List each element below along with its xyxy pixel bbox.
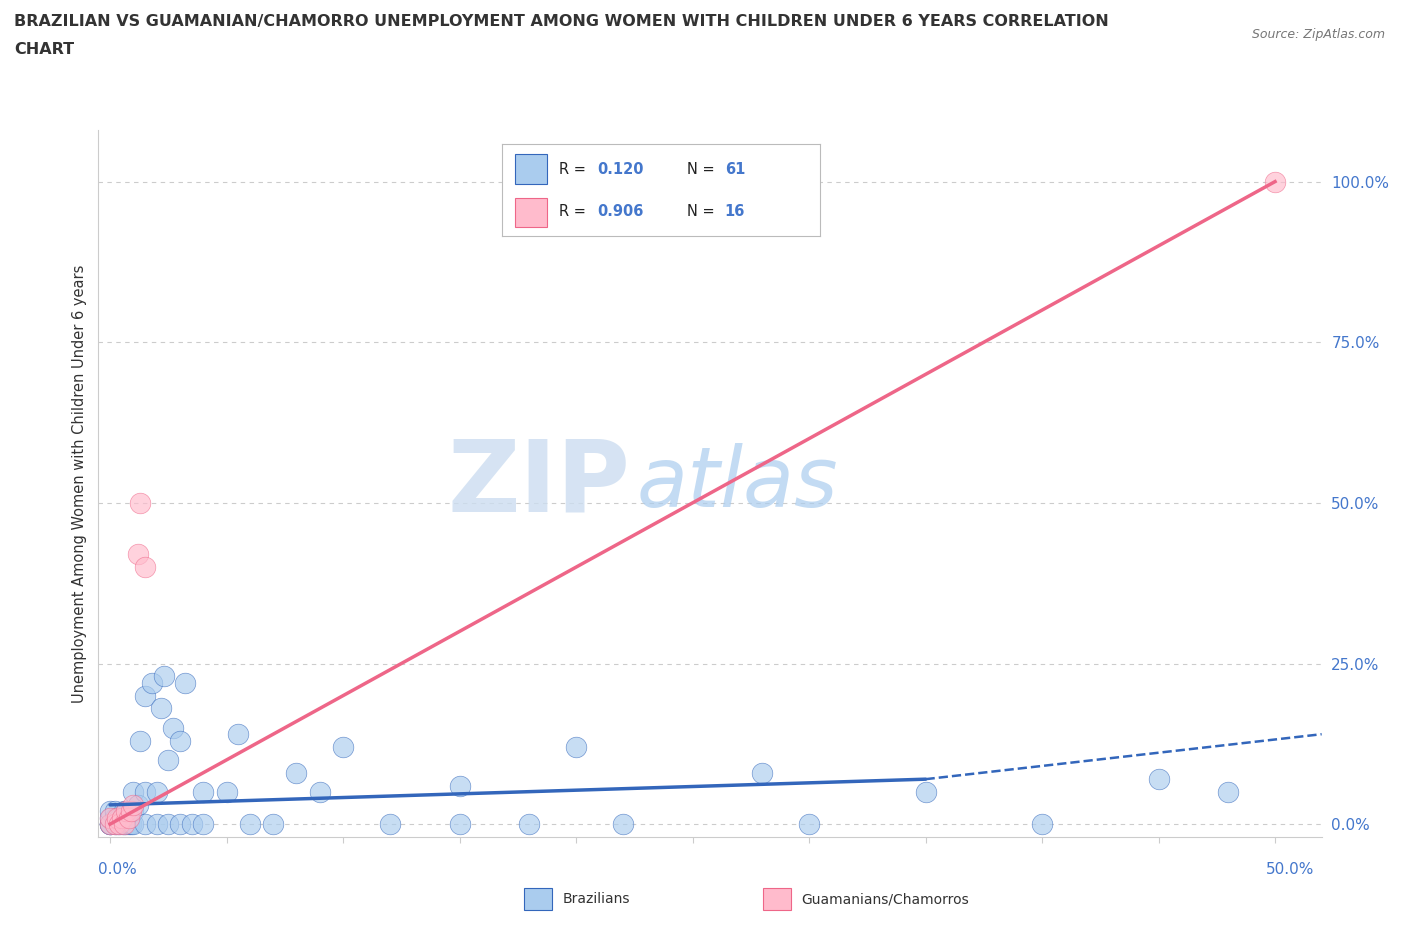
FancyBboxPatch shape: [762, 888, 792, 910]
Point: [108, 817, 131, 831]
Point: [145, 785, 167, 800]
Point: [98, 817, 121, 831]
Point: [112, 804, 135, 818]
Point: [239, 817, 262, 831]
Point: [115, 817, 138, 831]
Point: [129, 496, 152, 511]
Point: [98, 810, 121, 825]
Point: [108, 817, 131, 831]
Point: [134, 688, 156, 703]
Text: ZIP: ZIP: [447, 435, 630, 532]
Text: Guamanians/Chamorros: Guamanians/Chamorros: [801, 892, 969, 907]
Point: [914, 785, 936, 800]
Point: [98, 817, 121, 831]
Point: [118, 810, 141, 825]
Point: [262, 817, 284, 831]
FancyBboxPatch shape: [524, 888, 551, 910]
Point: [105, 810, 128, 825]
Point: [173, 675, 195, 690]
Point: [162, 721, 184, 736]
Point: [150, 701, 173, 716]
Point: [104, 817, 127, 831]
Point: [169, 817, 191, 831]
Point: [308, 785, 330, 800]
Point: [226, 726, 249, 741]
Point: [122, 785, 145, 800]
Point: [134, 560, 156, 575]
Point: [215, 785, 238, 800]
Point: [108, 810, 131, 825]
Text: Brazilians: Brazilians: [562, 892, 630, 907]
Point: [115, 804, 138, 818]
Point: [193, 785, 215, 800]
Point: [127, 547, 149, 562]
Point: [112, 817, 135, 831]
Point: [449, 778, 471, 793]
Point: [115, 804, 138, 818]
Point: [1218, 785, 1240, 800]
Point: [193, 817, 215, 831]
Text: CHART: CHART: [14, 42, 75, 57]
Point: [152, 669, 174, 684]
Point: [118, 817, 141, 831]
Point: [285, 765, 308, 780]
Text: 0.0%: 0.0%: [98, 862, 138, 877]
Point: [157, 752, 180, 767]
Point: [519, 817, 541, 831]
Point: [98, 817, 121, 831]
Point: [565, 739, 588, 754]
Point: [98, 817, 121, 831]
Point: [122, 804, 145, 818]
Point: [122, 797, 145, 812]
Point: [180, 817, 202, 831]
Point: [1031, 817, 1053, 831]
Point: [332, 739, 354, 754]
Point: [104, 810, 127, 825]
Point: [112, 817, 135, 831]
Point: [98, 810, 121, 825]
Point: [120, 817, 142, 831]
Point: [157, 817, 180, 831]
Point: [378, 817, 401, 831]
Point: [122, 817, 145, 831]
Point: [104, 804, 127, 818]
Point: [797, 817, 820, 831]
Text: BRAZILIAN VS GUAMANIAN/CHAMORRO UNEMPLOYMENT AMONG WOMEN WITH CHILDREN UNDER 6 Y: BRAZILIAN VS GUAMANIAN/CHAMORRO UNEMPLOY…: [14, 14, 1109, 29]
Point: [134, 817, 156, 831]
Point: [111, 810, 134, 825]
Point: [1264, 174, 1286, 189]
Point: [169, 733, 191, 748]
Text: atlas: atlas: [637, 443, 838, 525]
Point: [105, 817, 128, 831]
Point: [145, 817, 167, 831]
Point: [612, 817, 634, 831]
Point: [449, 817, 471, 831]
Point: [104, 817, 127, 831]
Y-axis label: Unemployment Among Women with Children Under 6 years: Unemployment Among Women with Children U…: [72, 264, 87, 703]
Point: [129, 733, 152, 748]
Point: [141, 675, 163, 690]
Point: [134, 785, 156, 800]
Point: [751, 765, 773, 780]
Point: [118, 810, 141, 825]
Text: 50.0%: 50.0%: [1267, 862, 1315, 877]
Text: Source: ZipAtlas.com: Source: ZipAtlas.com: [1251, 28, 1385, 41]
Point: [127, 797, 149, 812]
Point: [111, 810, 134, 825]
Point: [98, 804, 121, 818]
Point: [1147, 772, 1170, 787]
Point: [120, 804, 142, 818]
Point: [111, 817, 134, 831]
